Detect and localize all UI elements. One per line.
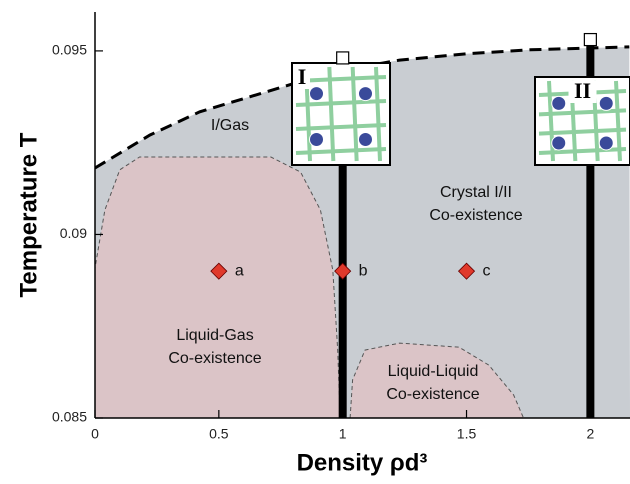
y-axis-label: Temperature T xyxy=(15,132,42,297)
atom-cluster xyxy=(551,135,567,151)
coexistence-region xyxy=(95,156,341,418)
state-point xyxy=(457,262,476,280)
phase-marker xyxy=(583,32,597,47)
atom-cluster xyxy=(598,135,614,151)
lattice-rod xyxy=(327,66,336,162)
annotation: Liquid-Gas xyxy=(176,327,253,344)
point-label: a xyxy=(235,262,244,279)
y-tick-label: 0.09 xyxy=(60,225,87,241)
atom-cluster xyxy=(551,95,567,111)
state-point xyxy=(334,262,352,280)
lattice-rod xyxy=(295,147,387,155)
annotation: I/Gas xyxy=(211,117,249,134)
lattice-rod xyxy=(547,80,555,162)
inset-label: II xyxy=(574,78,591,103)
plot-area xyxy=(95,43,630,418)
y-tick-label: 0.095 xyxy=(52,42,87,58)
lattice-rod xyxy=(295,75,387,83)
inset-label-bg xyxy=(294,67,310,89)
lattice-rod xyxy=(350,66,359,162)
annotation: Crystal I/II xyxy=(440,184,512,201)
x-tick-label: 0.5 xyxy=(209,426,229,442)
annotation: Co-existence xyxy=(386,386,479,403)
lattice-rod xyxy=(295,123,387,131)
atom-cluster xyxy=(358,132,373,147)
x-axis-label: Density ρd³ xyxy=(297,449,428,476)
x-tick-label: 0 xyxy=(91,426,99,442)
atom-cluster xyxy=(358,86,373,102)
x-tick-label: 2 xyxy=(586,426,594,442)
lattice-rod xyxy=(374,66,382,162)
inset-label: I xyxy=(298,64,307,89)
inset-label-bg xyxy=(568,81,597,103)
annotation: Co-existence xyxy=(429,207,522,224)
phase-marker xyxy=(336,51,350,65)
lattice-rod xyxy=(538,127,627,136)
x-tick-label: 1.5 xyxy=(457,426,477,442)
coexistence-region xyxy=(349,342,525,418)
point-label: c xyxy=(483,262,491,279)
y-tick-label: 0.085 xyxy=(52,409,87,425)
lattice-rod xyxy=(538,147,627,155)
state-point xyxy=(210,262,228,280)
lattice-rod xyxy=(614,80,622,162)
lattice-rod xyxy=(295,99,387,107)
annotation: Co-existence xyxy=(168,350,261,367)
atom-cluster xyxy=(598,95,614,111)
atom-cluster xyxy=(309,86,324,102)
point-label: b xyxy=(359,262,368,279)
annotation: Liquid-Liquid xyxy=(388,363,479,380)
x-tick-label: 1 xyxy=(339,426,347,442)
lattice-rod xyxy=(538,108,627,117)
atom-cluster xyxy=(309,132,324,147)
